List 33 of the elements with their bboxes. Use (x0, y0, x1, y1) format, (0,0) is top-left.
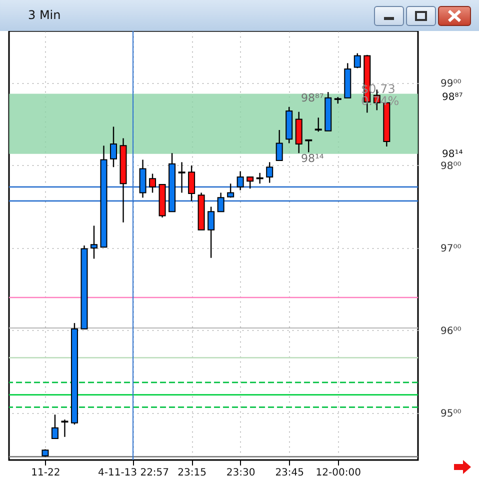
y-tick-label: 97⁰⁰ (440, 243, 462, 254)
candlestick (188, 164, 196, 202)
candlestick (139, 159, 146, 198)
candlestick (246, 176, 254, 190)
x-tick-label: 23:45 (275, 468, 304, 478)
x-tick-label: 4-11-13 22:57 (98, 468, 170, 478)
y-tick-label: 98⁰⁰ (440, 160, 462, 172)
chart-title: 3 Min (28, 8, 61, 22)
x-tick-label: 23:30 (226, 468, 256, 478)
candlestick (276, 129, 283, 162)
candlestick (314, 117, 322, 132)
y-tick-label: 96⁰⁰ (440, 326, 462, 337)
candlestick (90, 225, 98, 260)
candlestick (266, 162, 274, 184)
candlestick (110, 126, 118, 168)
y-tick-label: 95⁰⁰ (440, 408, 462, 420)
candlestick (178, 162, 186, 194)
text: 98¹⁴ (442, 149, 463, 160)
candlestick (51, 414, 58, 440)
candlestick (149, 173, 156, 194)
candlestick (61, 418, 68, 438)
candlestick (217, 192, 224, 212)
candlestick (227, 183, 234, 198)
candlestick (354, 52, 361, 69)
x-tick-label: 23:15 (178, 468, 206, 478)
candlestick (208, 206, 215, 258)
text: 98⁸⁷ (442, 92, 463, 103)
annotation: 98⁸⁷ (301, 92, 324, 105)
x-tick-label: 12-00:00 (316, 468, 361, 478)
candlestick (236, 170, 244, 191)
y-tick-label: 99⁰⁰ (440, 78, 462, 90)
annotation: 98¹⁴ (301, 152, 324, 165)
x-tick-label: 11-22 (31, 468, 60, 478)
